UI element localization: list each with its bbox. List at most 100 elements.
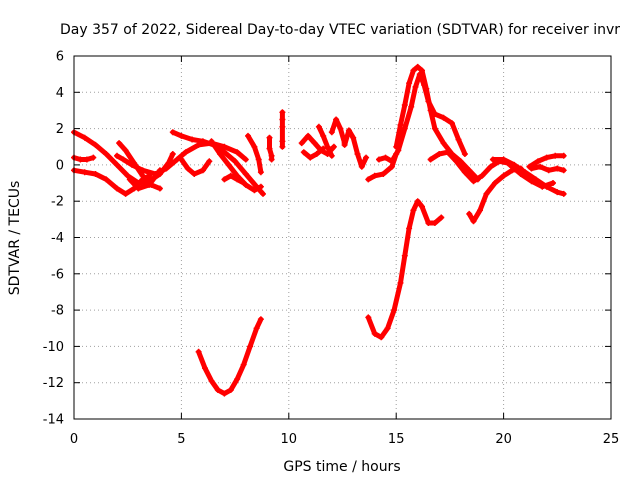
data-point: [410, 67, 417, 74]
data-point: [126, 176, 133, 183]
data-point: [328, 129, 335, 136]
y-tick-label: -12: [43, 376, 64, 391]
series-arc8: [178, 156, 213, 177]
data-point: [103, 151, 110, 157]
data-point: [560, 190, 567, 197]
data-point: [507, 161, 513, 168]
series-arc26: [489, 156, 567, 197]
data-point: [376, 156, 382, 163]
data-point: [466, 210, 473, 217]
data-point: [455, 136, 462, 143]
data-point: [560, 167, 567, 174]
data-point: [539, 183, 546, 190]
data-point: [363, 154, 370, 161]
data-point: [266, 134, 273, 141]
x-tick-label: 20: [495, 432, 512, 447]
ticks: [73, 55, 612, 420]
data-point: [500, 172, 507, 179]
data-point: [406, 225, 413, 232]
series-arc23: [365, 198, 445, 341]
data-point: [431, 220, 438, 226]
data-point: [320, 132, 327, 139]
data-point: [388, 163, 395, 170]
data-point: [537, 163, 544, 170]
data-point: [328, 152, 335, 159]
data-point: [221, 149, 228, 156]
data-point: [227, 172, 234, 179]
data-point: [528, 165, 535, 172]
series-line: [365, 198, 444, 340]
series-line: [301, 146, 326, 161]
data-point: [279, 116, 286, 123]
data-point: [206, 158, 213, 165]
data-point: [103, 176, 110, 183]
data-point: [419, 203, 425, 210]
data-point: [487, 163, 494, 170]
data-point: [156, 185, 163, 192]
data-point: [225, 161, 232, 168]
data-point: [382, 154, 389, 161]
data-point: [260, 190, 266, 197]
data-point: [350, 134, 357, 141]
data-point: [550, 180, 556, 186]
data-point: [378, 334, 385, 341]
data-point: [388, 158, 395, 165]
data-point: [120, 156, 127, 163]
data-point: [535, 158, 541, 165]
y-tick-label: 6: [56, 50, 64, 65]
data-point: [554, 165, 561, 172]
series-line: [490, 157, 567, 197]
data-point: [221, 143, 228, 150]
series-arc29: [528, 163, 567, 174]
data-point: [500, 156, 507, 163]
data-point: [202, 365, 208, 372]
data-point: [479, 172, 486, 179]
data-point: [195, 348, 202, 355]
series-arc25: [466, 165, 524, 225]
data-point: [257, 183, 264, 190]
data-point: [371, 172, 378, 179]
data-point: [560, 152, 567, 159]
series-arc16: [300, 145, 327, 161]
data-point: [156, 167, 163, 174]
series-arc6: [126, 167, 163, 192]
y-tick-label: -14: [43, 413, 64, 428]
data-point: [483, 190, 490, 197]
series-line: [221, 173, 247, 186]
data-point: [178, 156, 185, 163]
data-point: [427, 156, 434, 163]
data-point: [122, 190, 129, 197]
data-point: [384, 325, 391, 332]
data-point: [391, 307, 398, 314]
data-point: [461, 169, 468, 176]
data-point: [182, 149, 189, 156]
data-point: [221, 176, 228, 183]
data-point: [414, 63, 421, 70]
data-point: [90, 154, 97, 161]
series-arc17: [315, 123, 335, 159]
data-point: [358, 163, 365, 170]
data-point: [401, 102, 408, 108]
data-point: [453, 158, 460, 165]
data-point: [393, 143, 400, 150]
series-arc11: [245, 132, 264, 176]
data-point: [412, 83, 419, 90]
series-arc10: [221, 172, 247, 186]
y-tick-label: -10: [43, 340, 64, 355]
data-point: [397, 122, 404, 128]
data-point: [169, 151, 176, 157]
data-point: [423, 85, 430, 92]
data-point: [131, 160, 138, 167]
y-axis-label: SDTVAR / TECUs: [7, 181, 23, 296]
data-point: [545, 167, 552, 174]
data-point: [528, 178, 535, 185]
data-point: [408, 103, 415, 110]
data-point: [253, 325, 260, 332]
series-line: [329, 117, 348, 146]
data-point: [313, 151, 320, 157]
data-point: [257, 316, 264, 323]
data-point: [279, 123, 286, 130]
series-line: [342, 127, 369, 170]
